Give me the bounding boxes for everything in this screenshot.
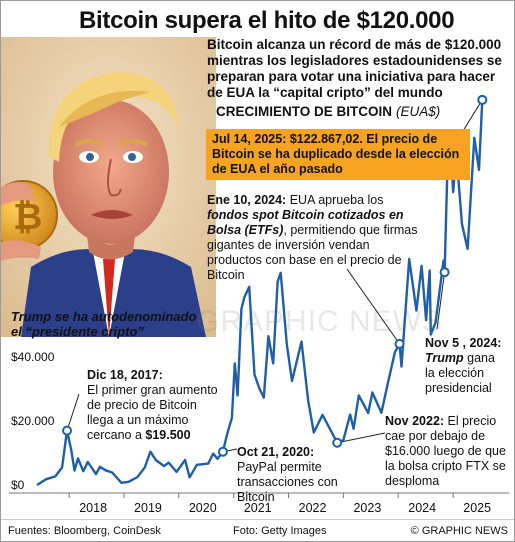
footer-photo-credit: Foto: Getty Images — [233, 525, 327, 537]
annotation-leader-line — [66, 393, 80, 431]
y-tick-label: $20.000 — [11, 414, 55, 428]
y-tick-label: $40.000 — [11, 350, 55, 364]
event-marker — [62, 425, 73, 436]
watermark: GRAPHIC NEWS — [196, 305, 444, 338]
trump-illustration: ₿ — [1, 37, 216, 337]
footer: Fuentes: Bloomberg, CoinDesk Foto: Getty… — [1, 519, 514, 541]
annotation-nov-2024-name: Trump — [425, 351, 464, 365]
annotation-dec-2017-price: $19.500 — [145, 428, 191, 442]
photo-caption: Trump se ha autodenominado el “president… — [11, 309, 196, 339]
annotation-oct-2020-text: PayPal permite transacciones con Bitcoin — [237, 460, 338, 504]
annotation-nov-2024-date: Nov 5 , 2024: — [425, 336, 502, 350]
x-tick-label: 2018 — [79, 501, 107, 515]
annotation-leader-line — [337, 432, 386, 444]
annotation-jan-2024-highlight: fondos spot Bitcoin cotizados en Bolsa (… — [207, 208, 404, 237]
page-title: Bitcoin supera el hito de $120.000 — [79, 7, 455, 34]
x-tick-label: 2021 — [244, 501, 272, 515]
annotation-jan-2024: Ene 10, 2024: EUA aprueba los fondos spo… — [207, 193, 425, 283]
svg-text:₿: ₿ — [13, 197, 42, 238]
event-marker — [439, 267, 450, 278]
event-marker — [332, 437, 343, 448]
annotation-nov-2024: Nov 5 , 2024: Trump gana la elección presi… — [425, 336, 511, 396]
event-marker — [477, 94, 488, 105]
annotation-nov-2022: Nov 2022: El precio cae por debajo de $1… — [385, 414, 511, 489]
annotation-nov-2024-text-b: la elección presidencial — [425, 366, 492, 395]
chart-unit: (EUA$) — [396, 104, 441, 119]
chart-title-text: CRECIMIENTO DE BITCOIN — [216, 104, 393, 119]
annotation-nov-2022-date: Nov 2022: — [385, 414, 445, 428]
callout-jul-2025: Jul 14, 2025: $122.867,02. El precio de … — [206, 129, 470, 180]
caption-line-1: Trump se ha autodenominado — [11, 309, 197, 324]
annotation-oct-2020: Oct 21, 2020: PayPal permite transaccione… — [237, 445, 377, 505]
x-tick-label: 2022 — [299, 501, 327, 515]
subtitle: Bitcoin alcanza un récord de más de $120… — [207, 37, 502, 100]
bitcoin-price-line — [36, 99, 484, 487]
chart-title: CRECIMIENTO DE BITCOIN (EUA$) — [216, 104, 440, 119]
annotation-dec-2017-text: El primer gran aumento de precio de Bitc… — [87, 383, 218, 442]
x-tick-label: 2019 — [134, 501, 162, 515]
caption-line-2: el “presidente cripto” — [11, 324, 144, 339]
footer-sources: Fuentes: Bloomberg, CoinDesk — [8, 525, 161, 537]
annotation-nov-2022-text: El precio cae por debajo de $16.000 lueg… — [385, 414, 506, 488]
annotation-nov-2024-text-a: gana — [463, 351, 495, 365]
x-tick-label: 2024 — [408, 501, 436, 515]
annotation-leader-line — [346, 268, 400, 345]
annotation-jan-2024-text-c: , permitiendo que firmas gigantes de inv… — [207, 223, 418, 282]
annotation-leader-line — [436, 272, 446, 330]
annotation-dec-2017: Dic 18, 2017: El primer gran aumento de p… — [87, 368, 225, 443]
x-tick-label: 2020 — [189, 501, 217, 515]
event-marker — [217, 446, 228, 457]
annotation-jan-2024-text-a: EUA aprueba los — [289, 193, 384, 207]
annotation-oct-2020-date: Oct 21, 2020: — [237, 445, 315, 459]
annotation-jan-2024-date: Ene 10, 2024: — [207, 193, 287, 207]
x-tick-label: 2025 — [463, 501, 491, 515]
event-marker — [394, 338, 405, 349]
x-tick-label: 2023 — [353, 501, 381, 515]
y-tick-label: $0 — [11, 478, 25, 492]
annotation-dec-2017-date: Dic 18, 2017: — [87, 368, 163, 382]
footer-brand: © GRAPHIC NEWS — [410, 525, 508, 537]
